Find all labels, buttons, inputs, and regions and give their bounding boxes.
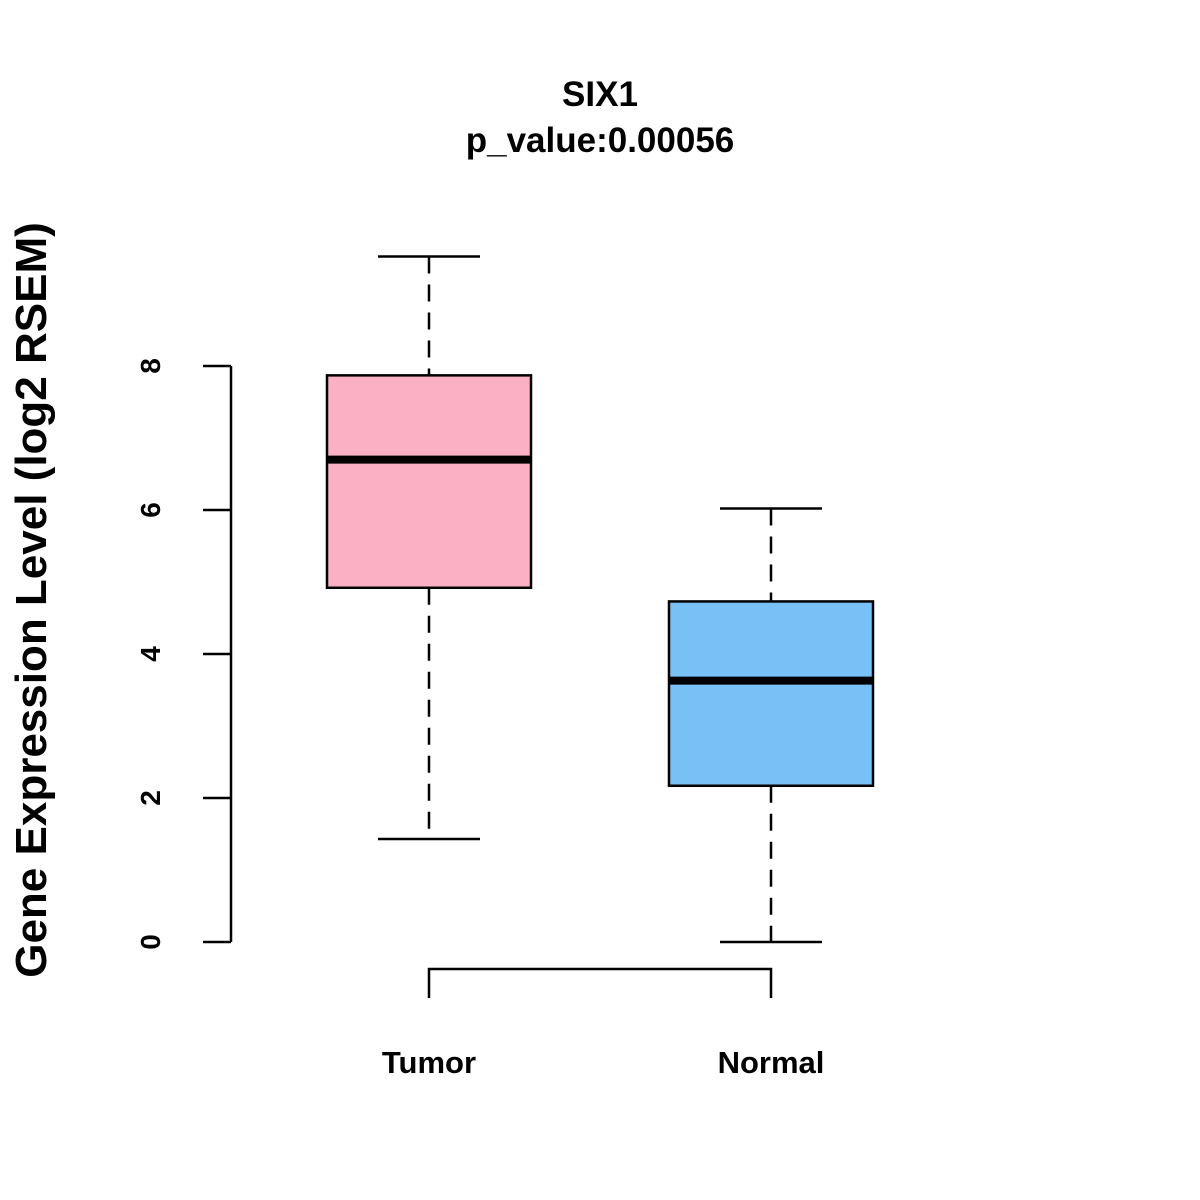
iqr-box	[667, 600, 875, 788]
category-labels: Tumor Normal	[382, 1045, 824, 1080]
category-label-normal: Normal	[718, 1045, 825, 1080]
box-normal	[667, 507, 875, 944]
y-tick-label: 8	[135, 358, 166, 374]
y-axis: 0 2 4 6 8	[135, 358, 233, 950]
y-axis-label: Gene Expression Level (log2 RSEM)	[7, 222, 56, 978]
iqr-box	[325, 374, 533, 590]
bracket-line	[427, 967, 773, 998]
boxes	[325, 255, 875, 944]
box-tumor	[325, 255, 533, 841]
y-tick-label: 2	[135, 790, 166, 806]
y-tick-label: 4	[135, 646, 166, 662]
y-tick-label: 0	[135, 934, 166, 950]
y-tick-label: 6	[135, 502, 166, 518]
chart-title: SIX1	[562, 75, 638, 114]
category-label-tumor: Tumor	[382, 1045, 476, 1080]
chart-subtitle: p_value:0.00056	[466, 121, 735, 160]
comparison-bracket	[427, 967, 773, 998]
